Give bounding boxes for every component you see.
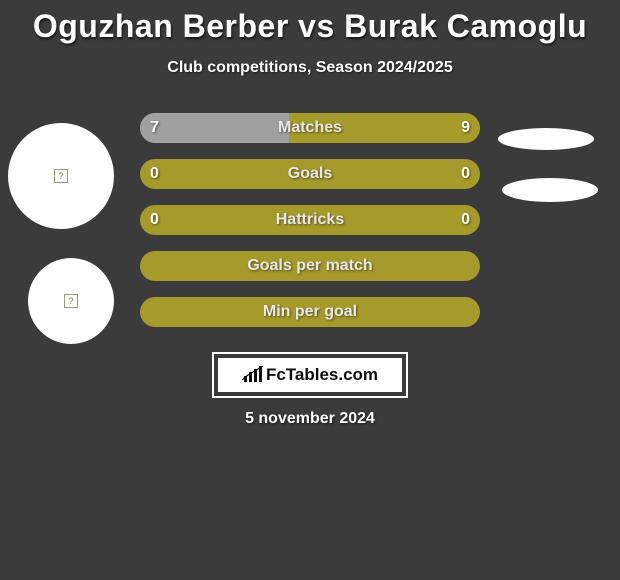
stat-row: Matches7 9 [0, 113, 620, 143]
bar-chart-icon [242, 366, 264, 384]
stat-label: Hattricks [140, 205, 480, 235]
stat-value-right: 0 [461, 159, 470, 189]
stat-row: Min per goal [0, 297, 620, 327]
stat-row: Goals per match [0, 251, 620, 281]
brand-box: FcTables.com [212, 352, 408, 398]
stat-label: Goals [140, 159, 480, 189]
subtitle: Club competitions, Season 2024/2025 [0, 59, 620, 77]
stat-value-left: 0 [150, 159, 159, 189]
stat-row: Goals0 0 [0, 159, 620, 189]
stat-label: Matches [140, 113, 480, 143]
stat-value-right: 0 [461, 205, 470, 235]
brand-text: FcTables.com [266, 365, 378, 385]
stat-value-right: 9 [461, 113, 470, 143]
date-text: 5 november 2024 [0, 410, 620, 428]
stat-value-left: 7 [150, 113, 159, 143]
stat-row: Hattricks0 0 [0, 205, 620, 235]
stat-label: Goals per match [140, 251, 480, 281]
stat-label: Min per goal [140, 297, 480, 327]
stat-value-left: 0 [150, 205, 159, 235]
page-title: Oguzhan Berber vs Burak Camoglu [0, 0, 620, 45]
